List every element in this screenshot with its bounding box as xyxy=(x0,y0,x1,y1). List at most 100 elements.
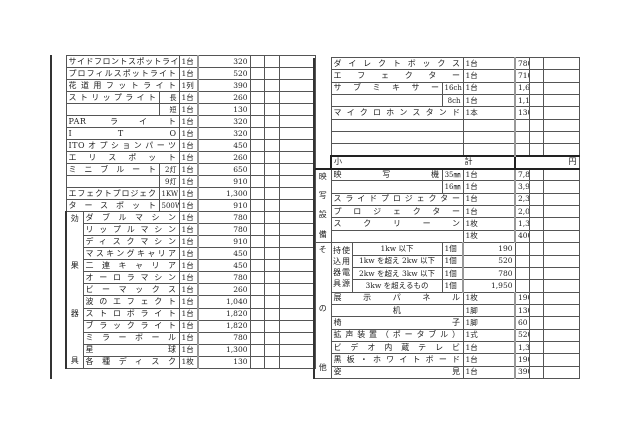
blank-cell xyxy=(528,106,544,120)
table-row: 黒板・ホワイトボード1台190 xyxy=(314,353,580,367)
item-name: 姿 見 xyxy=(330,365,464,379)
item-name: マスキングキャリア xyxy=(82,247,180,261)
quantity-cell: 1台 xyxy=(462,56,517,71)
quantity-cell xyxy=(462,118,517,133)
group-label-char: 効 xyxy=(70,214,79,223)
item-name: 星 球 xyxy=(82,343,180,357)
blank-cell xyxy=(249,187,265,200)
quantity-cell: 1個 xyxy=(441,254,465,268)
blank-cell xyxy=(249,67,265,80)
blank-cell xyxy=(278,343,316,357)
table-row: マスキングキャリア 1台 450 xyxy=(66,247,316,261)
blank-cell xyxy=(542,316,580,330)
blank-cell xyxy=(278,55,316,68)
table-row: 展示パネル1枚190 xyxy=(314,291,580,305)
item-name: ビーマックス xyxy=(82,283,180,297)
blank-cell xyxy=(263,151,280,164)
group-label-char: 具 xyxy=(70,355,79,365)
table-row: タースポット500W1台910 xyxy=(65,199,316,212)
group-label-char: 他 xyxy=(318,363,327,373)
blank-cell xyxy=(542,131,580,145)
blank-cell xyxy=(278,247,316,261)
item-name: 拡声装置（ポータブル） xyxy=(330,328,464,342)
price-cell: 520 xyxy=(197,67,251,80)
item-name: スライドプロジェクター xyxy=(330,192,464,207)
quantity-cell: 1個 xyxy=(441,242,465,256)
blank-cell xyxy=(528,180,544,194)
blank-cell xyxy=(542,340,580,355)
item-name: エフェクトプロジェク xyxy=(65,187,160,200)
item-spec: 9灯 xyxy=(158,175,180,188)
blank-cell xyxy=(528,56,544,71)
group-label-char: 器 xyxy=(70,308,79,318)
table-row: I T O 1台 320 xyxy=(65,127,316,140)
blank-cell xyxy=(278,319,316,333)
blank-cell xyxy=(278,223,316,237)
table-row: 1kw を超え 2kw 以下 1個 520 xyxy=(314,254,580,268)
quantity-cell: 1台 xyxy=(178,139,200,152)
price-cell: 2,340 xyxy=(514,192,530,207)
table-row: マイクロホンスタンド1本130 xyxy=(314,106,580,120)
price-cell: 130 xyxy=(197,103,251,116)
table-row: ダイレクトボックス1台780 xyxy=(313,56,580,169)
price-cell: 910 xyxy=(197,235,251,249)
price-cell: 260 xyxy=(197,91,251,104)
blank-cell xyxy=(249,343,265,357)
table-row xyxy=(314,118,580,133)
table-row: 1枚400 xyxy=(314,229,580,244)
blank-cell xyxy=(542,56,580,71)
blank-cell xyxy=(278,259,316,273)
quantity-cell xyxy=(462,131,517,145)
quantity-cell: 1枚 xyxy=(462,229,517,244)
item-spec: 16㎜ xyxy=(441,180,464,194)
table-row: 花道用フットライト 1列 390 xyxy=(65,79,316,92)
item-spec: 16ch xyxy=(441,81,464,96)
blank-cell xyxy=(528,217,544,231)
blank-cell xyxy=(542,328,580,342)
price-cell: 710 xyxy=(514,69,530,83)
quantity-cell: 1台 xyxy=(178,55,200,68)
quantity-cell: 1台 xyxy=(462,69,517,83)
page-margin-line xyxy=(50,55,52,379)
price-cell: 320 xyxy=(197,55,251,68)
blank-cell xyxy=(278,210,316,225)
blank-cell xyxy=(263,235,280,249)
quantity-cell: 1枚 xyxy=(178,355,200,370)
price-cell: 1,300 xyxy=(197,187,251,200)
blank-cell xyxy=(542,365,580,379)
quantity-cell: 1台 xyxy=(462,353,517,367)
price-cell: 780 xyxy=(462,266,516,281)
price-cell: 130 xyxy=(197,355,251,370)
blank-cell xyxy=(263,103,280,116)
quantity-cell: 1台 xyxy=(178,199,200,212)
blank-cell xyxy=(542,192,580,207)
blank-cell xyxy=(528,365,544,379)
quantity-cell: 1個 xyxy=(441,279,465,293)
blank-cell xyxy=(528,316,544,330)
blank-cell xyxy=(542,303,580,318)
blank-cell xyxy=(263,355,280,370)
item-name: ストリップライト xyxy=(65,91,160,104)
blank-cell xyxy=(249,175,265,188)
table-row: 各種ディスク 1枚 130 xyxy=(66,355,316,370)
blank-cell xyxy=(528,353,544,367)
blank-cell xyxy=(249,355,265,370)
blank-cell xyxy=(249,295,265,309)
label-char: 器 xyxy=(333,267,341,277)
blank-cell xyxy=(249,235,265,249)
blank-cell xyxy=(528,254,544,268)
item-name: サブミキサー xyxy=(330,81,443,96)
blank-cell xyxy=(249,103,265,116)
table-row xyxy=(314,143,580,157)
blank-cell xyxy=(278,295,316,309)
item-spec: 8ch xyxy=(441,94,464,108)
blank-cell xyxy=(528,167,544,182)
price-cell: 260 xyxy=(197,283,251,297)
item-name: サイドフロントスポットライト xyxy=(65,55,180,68)
blank-name-cell xyxy=(330,118,464,133)
blank-cell xyxy=(542,118,580,133)
quantity-cell: 1台 xyxy=(178,247,200,261)
blank-cell xyxy=(263,223,280,237)
